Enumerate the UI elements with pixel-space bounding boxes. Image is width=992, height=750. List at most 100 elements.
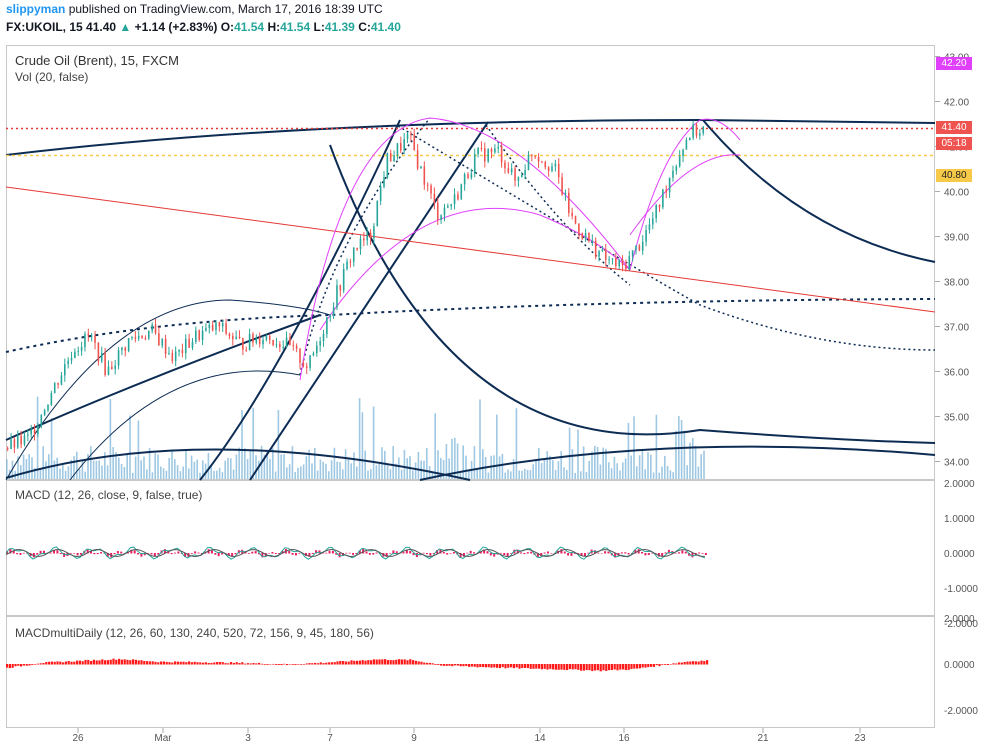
- candle-body: [490, 149, 493, 153]
- price-tick-label: 42.00: [944, 98, 969, 109]
- macd-histogram-bar: [604, 551, 607, 554]
- macd-multi-bar: [490, 664, 493, 668]
- macd-multi-bar: [70, 661, 73, 665]
- last-price-tag: 41.40: [936, 121, 972, 134]
- volume-bar: [658, 472, 660, 479]
- candle-body: [23, 435, 26, 445]
- macd-histogram-bar: [449, 553, 452, 554]
- macd-histogram-bar: [580, 553, 583, 556]
- volume-bar: [440, 457, 442, 479]
- macd-multi-bar: [566, 664, 569, 671]
- volume-bar: [160, 466, 162, 479]
- macd-multi-bar: [39, 663, 42, 665]
- candle-body: [621, 260, 624, 266]
- macd-multi-bar: [227, 663, 230, 665]
- volume-bar: [132, 472, 134, 479]
- volume-bar: [364, 450, 366, 479]
- macd-pane[interactable]: [6, 480, 935, 616]
- macd-histogram-bar: [620, 552, 623, 554]
- symbol-label: FX:UKOIL, 15: [6, 20, 83, 34]
- candle-body: [554, 163, 557, 167]
- macd-histogram-bar: [221, 553, 224, 555]
- volume-bar: [101, 465, 103, 479]
- macd-multi-bar: [59, 661, 62, 665]
- candle-body: [618, 260, 620, 267]
- macd-histogram-bar: [234, 553, 237, 555]
- volume-bar: [347, 457, 350, 479]
- macd-title: MACD (12, 26, close, 9, false, true): [15, 488, 203, 502]
- volume-bar: [566, 470, 568, 479]
- candle-body: [611, 258, 614, 260]
- macd-histogram-bar: [493, 553, 496, 557]
- macd-multi-bar: [454, 664, 457, 666]
- macd-multi-bar: [328, 662, 331, 665]
- macd-multi-bar: [134, 659, 137, 665]
- macd-histogram-bar: [691, 553, 694, 558]
- volume-bar: [157, 454, 159, 479]
- volume-bar: [666, 465, 669, 479]
- macd-multi-bar: [263, 664, 266, 665]
- macd-multi-bar: [249, 663, 252, 665]
- candle-body: [541, 161, 543, 163]
- candle-body: [400, 143, 402, 151]
- macd-multi-bar: [286, 664, 289, 666]
- macd-multi-bar: [109, 659, 112, 665]
- macd-histogram-bar: [392, 550, 395, 554]
- candle-body: [557, 163, 560, 178]
- volume-bar: [286, 467, 288, 479]
- volume-bar: [213, 470, 215, 479]
- macd-histogram-bar: [268, 553, 271, 554]
- macd-histogram-bar: [426, 553, 428, 555]
- volume-bar: [258, 460, 260, 479]
- volume-bar: [188, 468, 190, 479]
- macd-multi-bar: [669, 664, 672, 665]
- macd-multi-bar: [456, 664, 459, 666]
- macd-multi-bar: [524, 664, 527, 668]
- macd-multi-bar: [176, 661, 179, 665]
- price-tick-label: 35.00: [944, 413, 969, 424]
- volume-bar: [630, 455, 632, 479]
- volume-bar: [680, 420, 683, 479]
- macd-multi-bar: [190, 662, 193, 665]
- macd-histogram-bar: [503, 553, 506, 556]
- macd-multi-bar: [64, 661, 67, 665]
- candle-body: [60, 375, 63, 385]
- macd-multi-bar: [244, 663, 247, 665]
- volume-bar: [459, 472, 462, 479]
- macd-histogram-bar: [634, 550, 637, 554]
- volume-bar: [140, 460, 142, 479]
- author-link[interactable]: slippyman: [6, 2, 66, 16]
- candle-body: [30, 429, 32, 435]
- macd-histogram-bar: [217, 553, 220, 557]
- macd-multi-bar: [8, 664, 11, 669]
- close-value: 41.40: [370, 20, 401, 34]
- macd-multi-bar: [132, 659, 135, 665]
- macd-histogram-bar: [63, 553, 66, 557]
- volume-bar: [552, 460, 554, 479]
- macd-multi-bar: [325, 662, 328, 665]
- macd-multi-bar: [468, 664, 471, 667]
- macd-multi-bar: [76, 660, 79, 665]
- macd-multi-bar: [353, 660, 356, 665]
- candle-body: [161, 338, 164, 346]
- macd-multi-pane[interactable]: [6, 616, 935, 728]
- macd-multi-bar: [174, 661, 177, 665]
- volume-bar: [196, 459, 198, 479]
- candle-body: [393, 155, 395, 162]
- volume-bar: [311, 463, 313, 479]
- candle-body: [453, 194, 456, 205]
- candle-body: [171, 353, 174, 361]
- macd-tick-label: -2.0000: [944, 619, 978, 630]
- volume-bar: [123, 466, 126, 479]
- candle-body: [137, 335, 140, 339]
- volume-bar: [302, 464, 305, 479]
- volume-bar: [367, 470, 369, 479]
- volume-bar: [437, 450, 439, 479]
- macd-multi-bar: [554, 664, 557, 670]
- macd-histogram-bar: [79, 553, 82, 555]
- macd-multi-bar: [196, 662, 199, 665]
- macd-multi-bar: [386, 660, 389, 665]
- macd-histogram-bar: [42, 550, 45, 554]
- macd-histogram-bar: [113, 553, 116, 555]
- candle-body: [242, 337, 244, 350]
